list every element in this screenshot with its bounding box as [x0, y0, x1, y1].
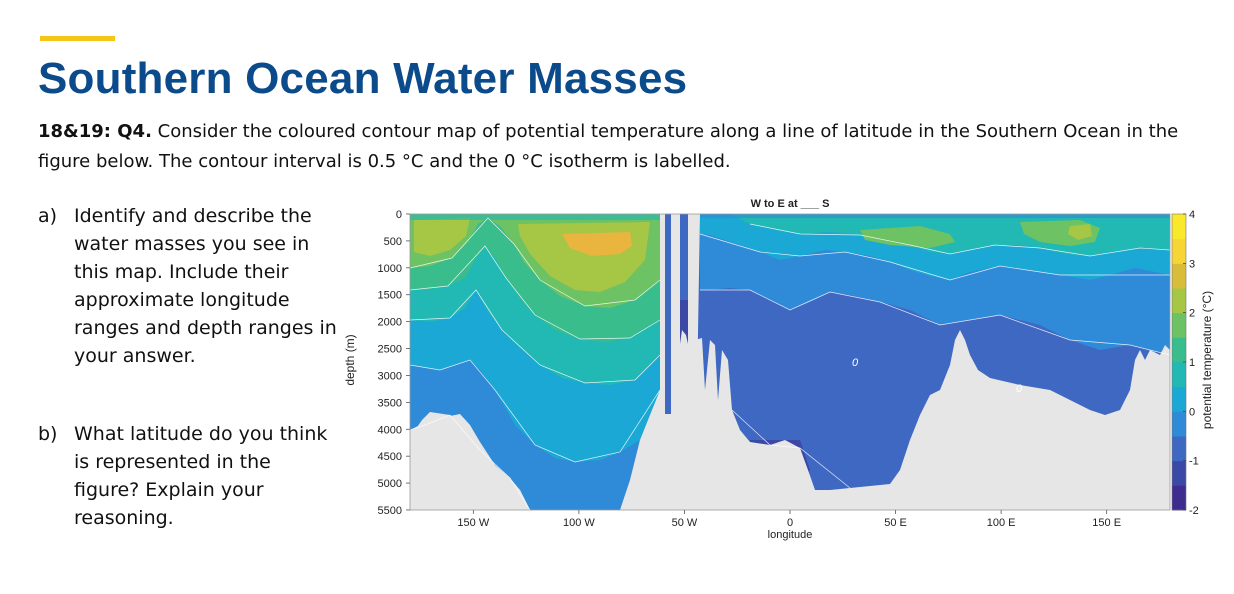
eastern-basin-water: [680, 214, 1170, 510]
part-a-label: a): [38, 205, 58, 227]
y-tick-label: 4500: [378, 451, 402, 463]
y-tick-label: 1000: [378, 263, 402, 275]
colorbar-segment: [1172, 312, 1186, 338]
part-a-text: Identify and describe the water masses y…: [74, 205, 337, 367]
colorbar-segment: [1172, 238, 1186, 264]
colorbar-ticks: -2 -1 0 1 2 3 4: [1183, 209, 1199, 517]
contour-lines: [410, 217, 1170, 510]
colorbar-segment: [1172, 214, 1186, 240]
colorbar-segment: [1172, 460, 1186, 486]
plot-area: [410, 214, 1170, 510]
x-axis-ticks: 150 W 100 W 50 W 0 50 E 100 E 150 E: [457, 510, 1121, 529]
x-tick-label: 150 E: [1092, 517, 1121, 529]
question-text-block: 18&19: Q4. Consider the coloured contour…: [38, 117, 1188, 177]
colorbar-segment: [1172, 436, 1186, 462]
colorbar-tick-label: 1: [1189, 357, 1195, 369]
colorbar-label: potential temperature (°C): [1200, 291, 1214, 429]
x-axis-label: longitude: [768, 529, 813, 541]
part-a: a) Identify and describe the water masse…: [38, 202, 338, 370]
x-tick-label: 150 W: [457, 517, 489, 529]
title-accent-bar: [40, 36, 115, 41]
chart-title: W to E at ___ S: [751, 198, 830, 210]
western-basin-water: [410, 214, 660, 510]
colorbar-segment: [1172, 288, 1186, 314]
colorbar-tick-label: 3: [1189, 258, 1195, 270]
question-id: 18&19: Q4.: [38, 121, 152, 142]
colorbar-segment: [1172, 411, 1186, 437]
y-tick-label: 2000: [378, 317, 402, 329]
colorbar-segment: [1172, 337, 1186, 363]
colorbar-tick-label: 2: [1189, 308, 1195, 320]
y-tick-label: 2500: [378, 344, 402, 356]
colorbar-segment: [1172, 263, 1186, 289]
y-tick-label: 5500: [378, 505, 402, 517]
colorbar: [1171, 213, 1187, 511]
part-b-text: What latitude do you think is represente…: [74, 423, 328, 529]
y-tick-label: 4000: [378, 424, 402, 436]
drake-passage-water: [665, 214, 688, 414]
colorbar-segment: [1172, 386, 1186, 412]
colorbar-tick-label: 0: [1189, 406, 1195, 418]
y-tick-label: 5000: [378, 478, 402, 490]
y-tick-label: 3000: [378, 370, 402, 382]
colorbar-tick-label: -1: [1189, 456, 1199, 468]
x-tick-label: 50 E: [884, 517, 907, 529]
colorbar-segment: [1172, 362, 1186, 388]
y-axis-label: depth (m): [343, 334, 357, 385]
x-tick-label: 100 W: [563, 517, 595, 529]
contour-label-0: 0: [852, 357, 859, 369]
x-tick-label: 100 E: [987, 517, 1016, 529]
y-tick-label: 1500: [378, 290, 402, 302]
colorbar-tick-label: 4: [1189, 209, 1195, 221]
temperature-section-figure: 0 0 050010001500200025003000350040004500…: [343, 198, 1214, 541]
y-tick-label: 0: [396, 209, 402, 221]
colorbar-tick-label: -2: [1189, 505, 1199, 517]
x-tick-label: 0: [787, 517, 793, 529]
y-tick-label: 500: [384, 236, 402, 248]
part-b-label: b): [38, 423, 58, 445]
y-axis-ticks: 0 500 1000 1500 2000 2500 3000 3500 4000 4500 5000…: [378, 209, 410, 517]
part-b: b) What latitude do you think is represe…: [38, 420, 338, 532]
y-tick-label: 3500: [378, 397, 402, 409]
question-body: Consider the coloured contour map of pot…: [38, 121, 1179, 172]
colorbar-segment: [1172, 485, 1186, 511]
x-tick-label: 50 W: [672, 517, 698, 529]
slide-title: Southern Ocean Water Masses: [38, 54, 688, 103]
contour-label-1: 0: [1016, 383, 1023, 395]
